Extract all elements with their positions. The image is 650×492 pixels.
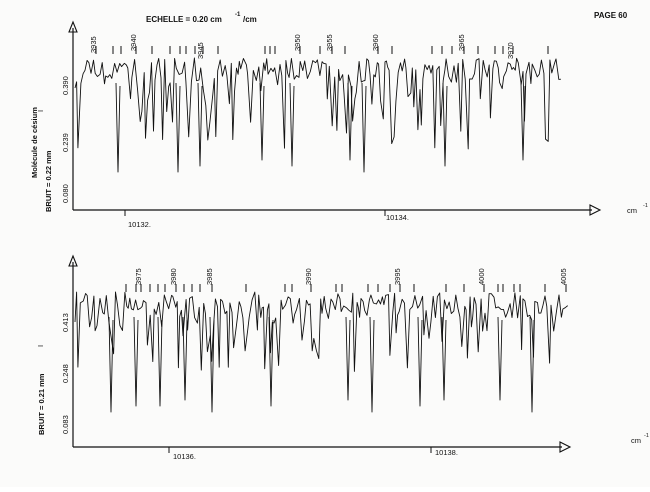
panel-2-x-tick-label-1: 10136.	[173, 452, 196, 461]
trace2-deep-line	[157, 316, 163, 407]
panel-1-line-id-4: 3950	[293, 34, 302, 51]
panel-1: cm -1 10132. 10134. 0.390 0.239 0.080 I …	[30, 20, 648, 229]
panel-1-line-id-2: 3940	[129, 34, 138, 51]
panel-1-x-tick-label-2: 10134.	[386, 213, 409, 222]
scale-exponent: -1	[235, 12, 241, 18]
trace2-deep-line	[529, 316, 535, 413]
panel-2-line-id-3: 3985	[205, 268, 214, 285]
panel-1-line-id-5: 3955	[325, 34, 334, 51]
panel-1-noise-label: BRUIT = 0.22 mm	[44, 150, 53, 212]
panel-2-line-id-4: 3990	[304, 268, 313, 285]
trace1-deep-line	[361, 82, 367, 173]
panel-2-y-tick-label-2: 0.248	[61, 364, 70, 383]
trace1-deep-line	[115, 82, 121, 173]
panel-2-x-unit: cm	[631, 436, 641, 445]
panel-1-spectrum-trace	[74, 57, 561, 150]
panel-2-line-id-1: 3975	[134, 268, 143, 285]
panel-2-y-tick-label-1: 0.413	[61, 313, 70, 332]
panel-2: cm -1 10136. 10138. 0.413 0.248 0.083 I …	[36, 254, 649, 461]
panel-2-x-axis-arrow	[559, 441, 572, 453]
panel-2-x-tick-label-2: 10138.	[435, 448, 458, 457]
panel-1-line-id-7: 3965	[457, 34, 466, 51]
trace2-deep-line	[108, 316, 114, 413]
panel-2-line-id-6: 4000	[477, 268, 486, 285]
panel-2-line-id-7: 4005	[559, 268, 568, 285]
panel-1-line-markers	[95, 46, 549, 54]
trace2-deep-line	[417, 316, 423, 407]
panel-2-x-unit-exp: -1	[644, 433, 649, 439]
trace2-deep-line	[209, 316, 215, 413]
trace2-deep-line	[369, 316, 375, 413]
trace1-deep-line	[175, 82, 181, 173]
trace2-deep-line	[441, 316, 447, 401]
panel-2-spectrum-trace	[74, 291, 568, 372]
panel-1-line-id-3: 3945	[196, 42, 205, 59]
panel-1-x-unit: cm	[627, 206, 637, 215]
panel-2-line-id-2: 3980	[169, 268, 178, 285]
trace1-deep-line	[347, 82, 353, 161]
scale-unit: /cm	[243, 15, 257, 24]
panel-2-y-tick-label-3: 0.083	[61, 415, 70, 434]
trace1-deep-line	[442, 82, 448, 167]
panel-2-line-id-5: 3995	[393, 268, 402, 285]
trace2-deep-line	[133, 316, 139, 407]
trace1-deep-line	[289, 82, 295, 167]
panel-1-x-tick-label-1: 10132.	[128, 220, 151, 229]
trace2-deep-line	[497, 316, 503, 401]
panel-1-x-unit-exp: -1	[643, 203, 648, 209]
panel-2-y-axis-arrow	[68, 254, 78, 267]
trace1-deep-line	[520, 82, 526, 161]
panel-2-noise-label: BRUIT = 0.21 mm	[37, 373, 46, 435]
page-number: PAGE 60	[594, 11, 628, 20]
panel-2-line-markers	[125, 284, 567, 292]
panel-2-y-label: I	[36, 345, 45, 347]
trace1-deep-line	[197, 82, 203, 167]
panel-1-y-label: I	[36, 110, 45, 112]
panel-1-y-tick-label-1: 0.390	[61, 76, 70, 95]
panel-1-y-tick-label-2: 0.239	[61, 133, 70, 152]
panel-1-line-id-1: 3935	[89, 36, 98, 53]
panel-1-x-axis-arrow	[589, 204, 602, 216]
panel-1-y-tick-label-3: 0.080	[61, 184, 70, 203]
trace2-deep-line	[268, 316, 274, 407]
panel-1-line-id-8: 3970	[506, 42, 515, 59]
trace2-deep-line	[182, 316, 188, 401]
trace1-deep-line	[259, 82, 265, 161]
panel-1-line-id-6: 3960	[371, 34, 380, 51]
panel-1-y-axis-arrow	[68, 20, 78, 33]
panel-1-molecule-label: Molécule de césium	[30, 107, 39, 178]
trace2-deep-line	[345, 316, 351, 401]
scale-label: ECHELLE = 0.20 cm	[146, 15, 222, 24]
